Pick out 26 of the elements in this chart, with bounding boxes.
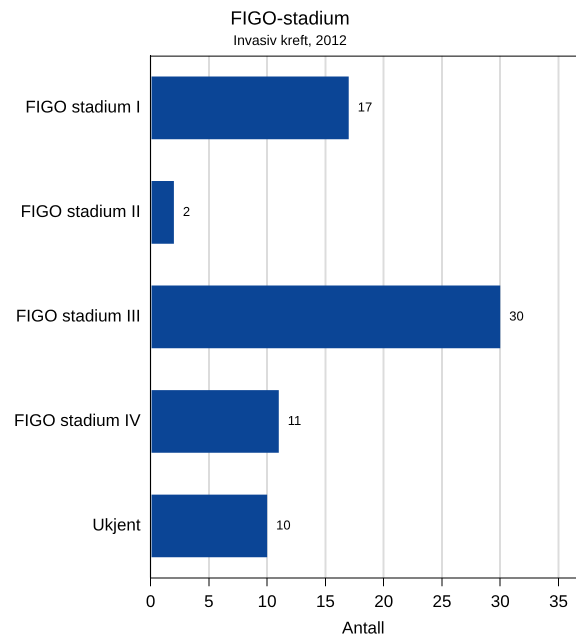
x-tick-label: 20	[374, 592, 394, 612]
bar	[152, 494, 268, 558]
y-tick-label: FIGO stadium IV	[14, 411, 142, 430]
chart-subtitle: Invasiv kreft, 2012	[233, 32, 348, 48]
bar	[152, 181, 174, 244]
x-tick-label: 35	[549, 592, 568, 612]
x-tick-label: 15	[316, 592, 335, 612]
x-tick-label: 30	[490, 592, 510, 612]
y-tick-label: FIGO stadium III	[16, 306, 141, 326]
y-tick-label: FIGO stadium I	[25, 98, 141, 117]
y-tick-label: FIGO stadium II	[20, 202, 141, 222]
x-tick-label: 0	[146, 592, 156, 612]
bar	[152, 390, 279, 453]
data-label: 10	[276, 518, 291, 533]
y-tick-label: Ukjent	[92, 516, 141, 535]
x-tick-label: 25	[432, 592, 452, 612]
data-label: 30	[509, 308, 524, 324]
data-label: 11	[288, 413, 302, 428]
bar	[152, 76, 349, 140]
x-axis-title: Antall	[342, 618, 385, 638]
x-tick-label: 5	[204, 592, 214, 612]
chart-title: FIGO-stadium	[230, 8, 350, 30]
data-label: 17	[358, 99, 372, 114]
x-tick-label: 10	[258, 592, 277, 612]
data-label: 2	[182, 204, 190, 219]
bar	[152, 286, 500, 348]
